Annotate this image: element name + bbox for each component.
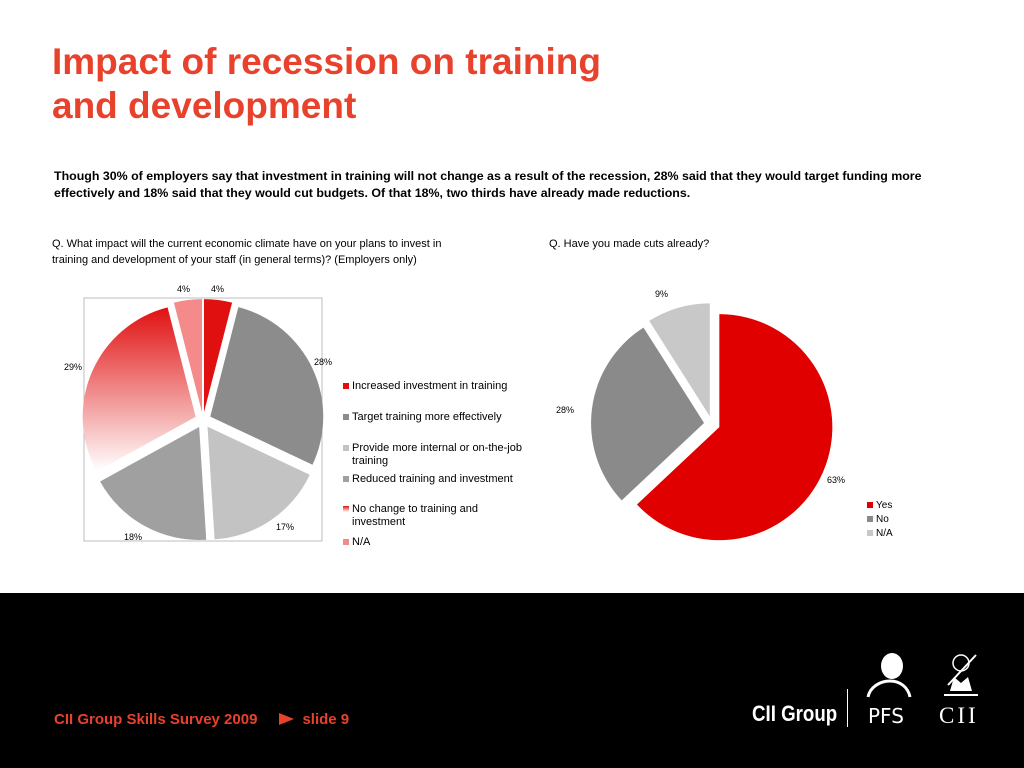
chart1-data-label: 29%	[64, 362, 83, 372]
logo-divider	[847, 689, 848, 727]
chart2-data-label: 63%	[827, 475, 846, 485]
slide-title-line-1: Impact of recession on training	[52, 41, 601, 82]
footer-caption: CII Group Skills Survey 2009 slide 9	[54, 711, 349, 728]
legend-swatch	[867, 516, 873, 522]
chart1-data-label: 18%	[124, 532, 143, 542]
legend-item-na: N/A	[343, 536, 370, 549]
chart1-question: Q. What impact will the current economic…	[52, 238, 442, 266]
legend-item-no: No	[867, 513, 889, 526]
chart2-data-label: 28%	[556, 405, 575, 415]
legend-swatch	[343, 445, 349, 451]
legend-swatch	[867, 502, 873, 508]
legend-swatch	[867, 530, 873, 536]
chart1-data-label: 4%	[177, 284, 191, 294]
legend-item-no-change: No change to training and investment	[343, 503, 512, 529]
crest-icon	[944, 654, 978, 696]
slide-title: Impact of recession on training and deve…	[52, 40, 601, 128]
slice-reduced	[100, 427, 207, 541]
chart2-data-label: 9%	[655, 289, 669, 299]
cii-logo: CII	[939, 703, 979, 728]
slice-na	[173, 299, 202, 413]
chart1-svg	[82, 297, 833, 542]
slice-target	[210, 307, 324, 465]
slice-increased	[204, 299, 233, 413]
legend-label: Target training more effectively	[352, 411, 502, 423]
legend-swatch	[343, 476, 349, 482]
legend-item-yes: Yes	[867, 499, 892, 512]
intro-text: Though 30% of employers say that investm…	[54, 169, 922, 200]
survey-name: CII Group Skills Survey 2009	[54, 711, 258, 728]
arrow-right-icon	[279, 713, 295, 725]
legend-label: Increased investment in training	[352, 380, 508, 392]
chart1-data-label: 17%	[276, 522, 295, 532]
pfs-logo: PFS	[868, 704, 904, 728]
slice-internal	[207, 426, 310, 540]
legend-swatch	[343, 383, 349, 389]
legend-swatch	[343, 506, 349, 512]
legend-label: N/A	[876, 528, 893, 539]
slice-na	[649, 303, 710, 417]
legend-swatch	[343, 414, 349, 420]
chart2-question: Q. Have you made cuts already?	[549, 238, 710, 250]
legend-item-reduced: Reduced training and investment	[343, 473, 513, 486]
legend-label: No change to training and investment	[352, 503, 478, 528]
slide-title-line-2: and development	[52, 85, 357, 126]
legend-label: N/A	[352, 536, 371, 548]
chart2-pie	[591, 303, 833, 541]
slice-no-change	[82, 307, 196, 472]
legend-item-na-2: N/A	[867, 527, 893, 540]
cii-group-logo: CII Group	[752, 701, 838, 726]
chart1-data-label: 28%	[314, 357, 333, 367]
slice-yes	[636, 314, 833, 541]
legend-item-target: Target training more effectively	[343, 411, 502, 424]
slice-no	[591, 327, 705, 501]
legend-label: Yes	[876, 500, 893, 511]
slide-number: slide 9	[302, 711, 350, 728]
legend-item-increased: Increased investment in training	[343, 380, 507, 393]
legend-item-internal: Provide more internal or on-the-job trai…	[343, 442, 532, 468]
legend-swatch	[343, 539, 349, 545]
person-silhouette-icon	[866, 653, 912, 698]
footer: CII Group Skills Survey 2009 slide 9 CII …	[0, 593, 1024, 768]
legend-label: Provide more internal or on-the-job trai…	[352, 442, 522, 467]
legend-label: No	[876, 514, 889, 525]
chart1-pie	[82, 299, 324, 541]
chart1-data-label: 4%	[211, 284, 225, 294]
legend-label: Reduced training and investment	[352, 473, 513, 485]
